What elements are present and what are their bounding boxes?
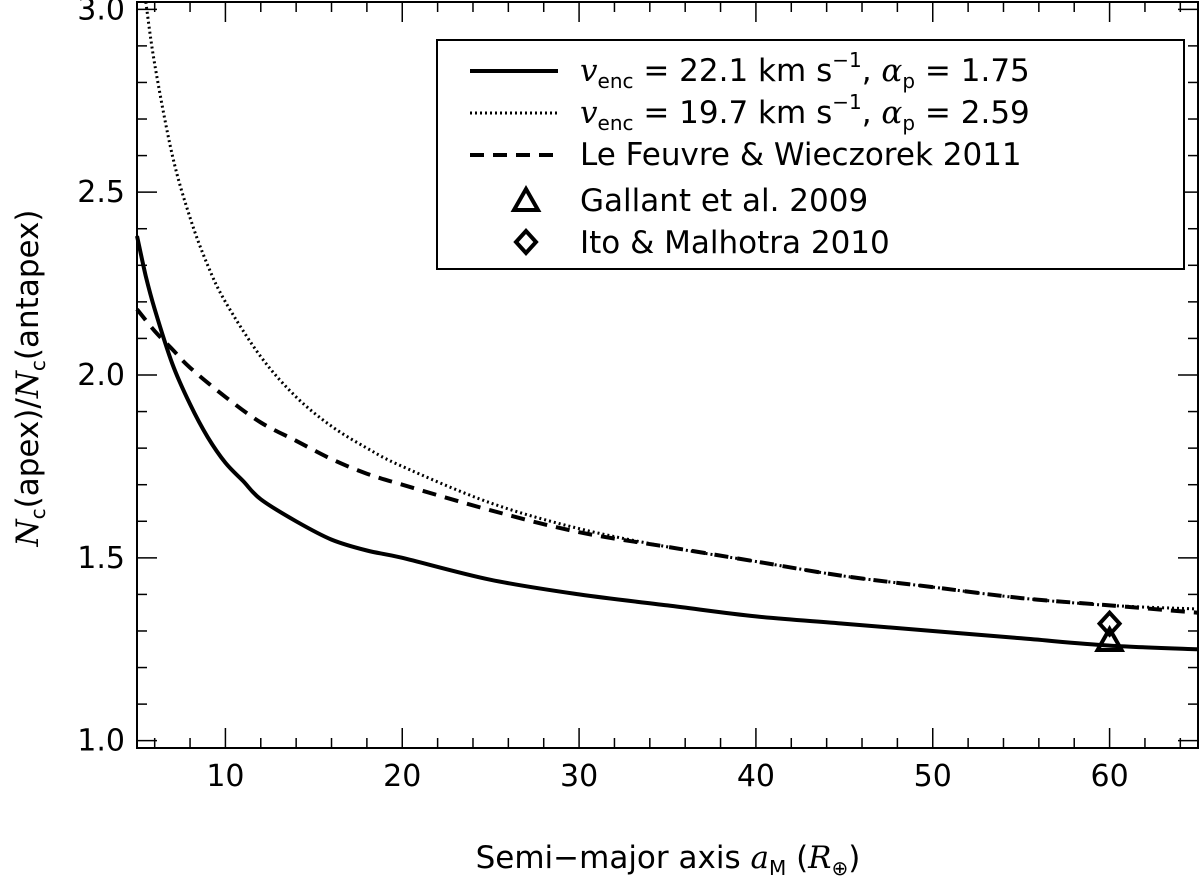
legend-solid-symbol-sub: enc [598,69,634,93]
legend-dotted-symbol: v [580,95,598,131]
y-axis-num-sub: c [26,508,50,519]
x-axis-unit-open: ( [786,840,808,876]
legend-entry-dashed: Le Feuvre & Wieczorek 2011 [580,137,1022,173]
x-tick-label: 50 [914,759,952,794]
y-tick-label: 1.5 [77,541,125,576]
x-axis-unit-sub: ⊕ [832,856,849,877]
legend-solid-symbol2: α [881,53,902,89]
x-axis-unit-symbol: R [807,840,831,876]
y-axis-num-symbol: N [10,517,46,547]
data-point-diamond [1096,609,1123,638]
legend-entry-triangle: Gallant et al. 2009 [580,183,868,219]
legend-solid-mid: = 22.1 km s [634,53,833,89]
legend-solid-sup: −1 [832,48,861,72]
legend-entry-dotted: venc = 19.7 km s−1, αp = 2.59 [580,90,1030,135]
legend-marker-diamond [513,228,539,256]
legend-solid-end: = 1.75 [915,53,1030,89]
legend: venc = 22.1 km s−1, αp = 1.75 venc = 19.… [436,39,1185,270]
data-points [1094,609,1126,652]
plot-frame [136,1,1199,749]
x-axis-symbol: a [750,840,768,876]
legend-box [436,39,1185,270]
y-tick-label: 2.5 [77,175,125,210]
y-axis-den-sub: c [26,360,50,371]
legend-solid-symbol2-sub: p [902,69,915,93]
x-tick-label: 10 [206,759,244,794]
y-tick-label: 2.0 [77,358,125,393]
legend-dotted-end: = 2.59 [915,95,1030,131]
y-axis-num-arg: (apex)/ [10,398,46,509]
tick-labels: 10 20 30 40 50 60 1.0 1.5 2.0 2.5 3.0 [77,0,1128,794]
legend-entry-diamond: Ito & Malhotra 2010 [580,225,890,261]
legend-dotted-mid: = 19.7 km s [634,95,833,131]
x-axis-unit-close: ) [848,840,860,876]
legend-entry-solid: venc = 22.1 km s−1, αp = 1.75 [580,48,1030,93]
legend-dotted-symbol2: α [881,95,902,131]
legend-solid-symbol: v [580,53,598,89]
x-tick-label: 60 [1090,759,1128,794]
y-tick-label: 3.0 [77,0,125,27]
y-axis-den-arg: (antapex) [10,210,46,361]
y-tick-label: 1.0 [77,724,125,759]
data-point-triangle [1094,624,1126,652]
x-axis-title-prefix: Semi−major axis [476,840,751,876]
series-line-dashed [135,307,1199,615]
series-line-dotted [144,1,1199,611]
x-axis-symbol-sub: M [769,856,786,877]
x-tick-label: 30 [560,759,598,794]
x-tick-label: 40 [737,759,775,794]
x-tick-label: 20 [383,759,421,794]
series-curves [135,1,1199,652]
legend-marker-triangle [510,184,542,212]
series-line-solid [135,235,1199,652]
y-axis-title: Nc(apex)/Nc(antapex) [10,210,50,548]
legend-dotted-sup: −1 [832,90,861,114]
legend-dotted-mid2: , [862,95,882,131]
x-axis-title: Semi−major axis aM (R⊕) [476,840,861,877]
legend-dotted-symbol-sub: enc [598,111,634,135]
y-axis-den-symbol: N [10,369,46,399]
legend-dotted-symbol2-sub: p [902,111,915,135]
legend-solid-mid2: , [862,53,882,89]
